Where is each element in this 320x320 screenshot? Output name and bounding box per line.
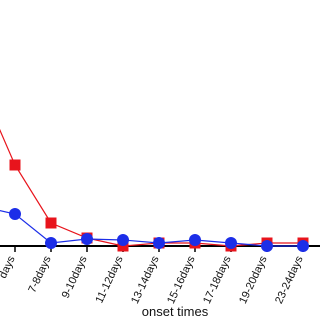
x-axis-title: onset times [142,304,209,319]
series-line [0,210,303,247]
series-line [0,128,303,247]
marker [189,234,201,246]
marker [153,237,165,249]
x-tick-label: days [0,254,18,281]
x-tick-label: 23-24days [273,254,306,306]
marker [261,240,273,252]
marker [117,234,129,246]
marker [9,159,21,171]
x-tick-label: 15-16days [165,254,198,306]
marker [9,208,21,220]
marker [81,233,93,245]
marker [225,237,237,249]
marker [297,240,309,252]
marker [45,217,57,229]
x-tick-label: 9-10days [60,254,90,301]
x-tick-label: 11-12days [93,254,125,305]
x-tick-label: 17-18days [201,254,234,306]
x-tick-label: 19-20days [237,254,270,306]
marker [45,237,57,249]
x-tick-label: 7-8days [26,254,54,295]
x-tick-label: 13-14days [129,254,162,306]
